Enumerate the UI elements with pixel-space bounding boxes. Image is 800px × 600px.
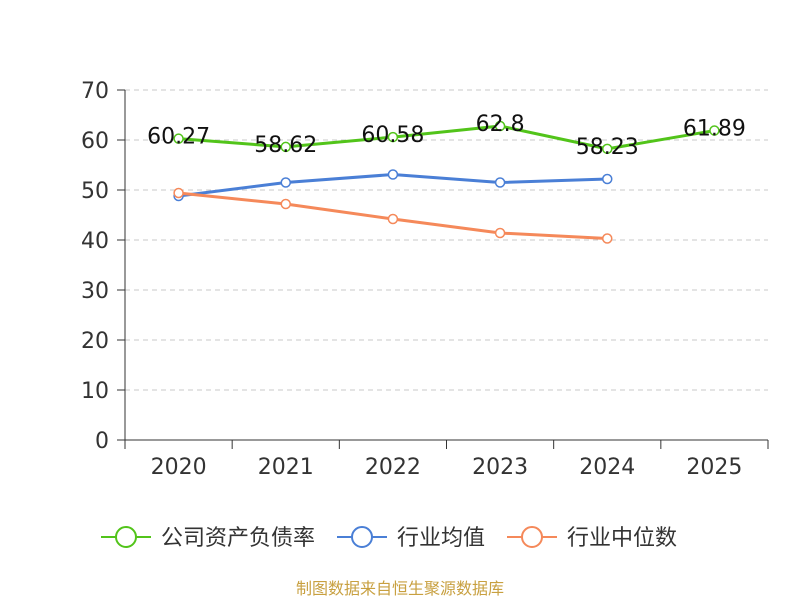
data-point [602, 143, 613, 155]
data-point [280, 177, 291, 188]
y-tick-label: 20 [81, 329, 109, 354]
data-point [280, 141, 291, 153]
y-tick-label: 0 [95, 429, 109, 454]
x-tick-label: 2020 [151, 455, 207, 480]
data-point [602, 173, 613, 185]
x-tick-label: 2023 [472, 455, 528, 480]
data-labels: 60.27 58.62 60.58 62.8 58.23 61.89 [147, 112, 746, 160]
data-label: 58.23 [576, 135, 639, 160]
legend-marker [521, 526, 543, 548]
data-point [494, 177, 506, 188]
data-label: 62.8 [476, 112, 525, 137]
data-point [387, 213, 399, 225]
y-tick-label: 10 [81, 379, 109, 404]
data-point [387, 169, 399, 180]
data-point [494, 227, 506, 239]
data-point [387, 131, 399, 143]
data-point [494, 120, 506, 132]
y-tick-label: 60 [81, 129, 109, 154]
legend-marker [351, 526, 373, 548]
source-footer: 制图数据来自恒生聚源数据库 [296, 579, 504, 598]
y-tick-label: 40 [81, 229, 109, 254]
legend-label: 公司资产负债率 [161, 526, 315, 551]
data-point [173, 187, 184, 199]
series-group [173, 120, 720, 244]
series-line [178, 124, 715, 151]
legend-item: 行业均值 [337, 526, 485, 551]
legend-marker [115, 526, 137, 548]
data-label: 60.27 [147, 125, 210, 150]
x-tick-label: 2024 [579, 455, 635, 480]
data-point [602, 233, 613, 244]
data-label: 60.58 [361, 123, 424, 148]
axes: 0 10 20 30 40 50 60 70 2020 2021 2022 2023 2024 2025 [81, 79, 769, 480]
x-tick-label: 2022 [365, 455, 421, 480]
gridlines [125, 89, 768, 391]
x-tick-label: 2025 [686, 455, 742, 480]
data-label: 61.89 [683, 117, 746, 142]
legend-item: 行业中位数 [507, 526, 677, 551]
data-point [280, 198, 291, 210]
data-label: 58.62 [254, 133, 317, 158]
legend-label: 行业均值 [397, 526, 485, 551]
legend-item: 公司资产负债率 [101, 526, 315, 551]
y-tick-label: 50 [81, 179, 109, 204]
legend: 公司资产负债率 行业均值 行业中位数 [101, 526, 677, 551]
data-point [709, 125, 720, 136]
y-tick-label: 70 [81, 79, 109, 104]
x-tick-label: 2021 [258, 455, 314, 480]
y-tick-label: 30 [81, 279, 109, 304]
legend-label: 行业中位数 [567, 526, 677, 551]
data-point [173, 133, 184, 144]
